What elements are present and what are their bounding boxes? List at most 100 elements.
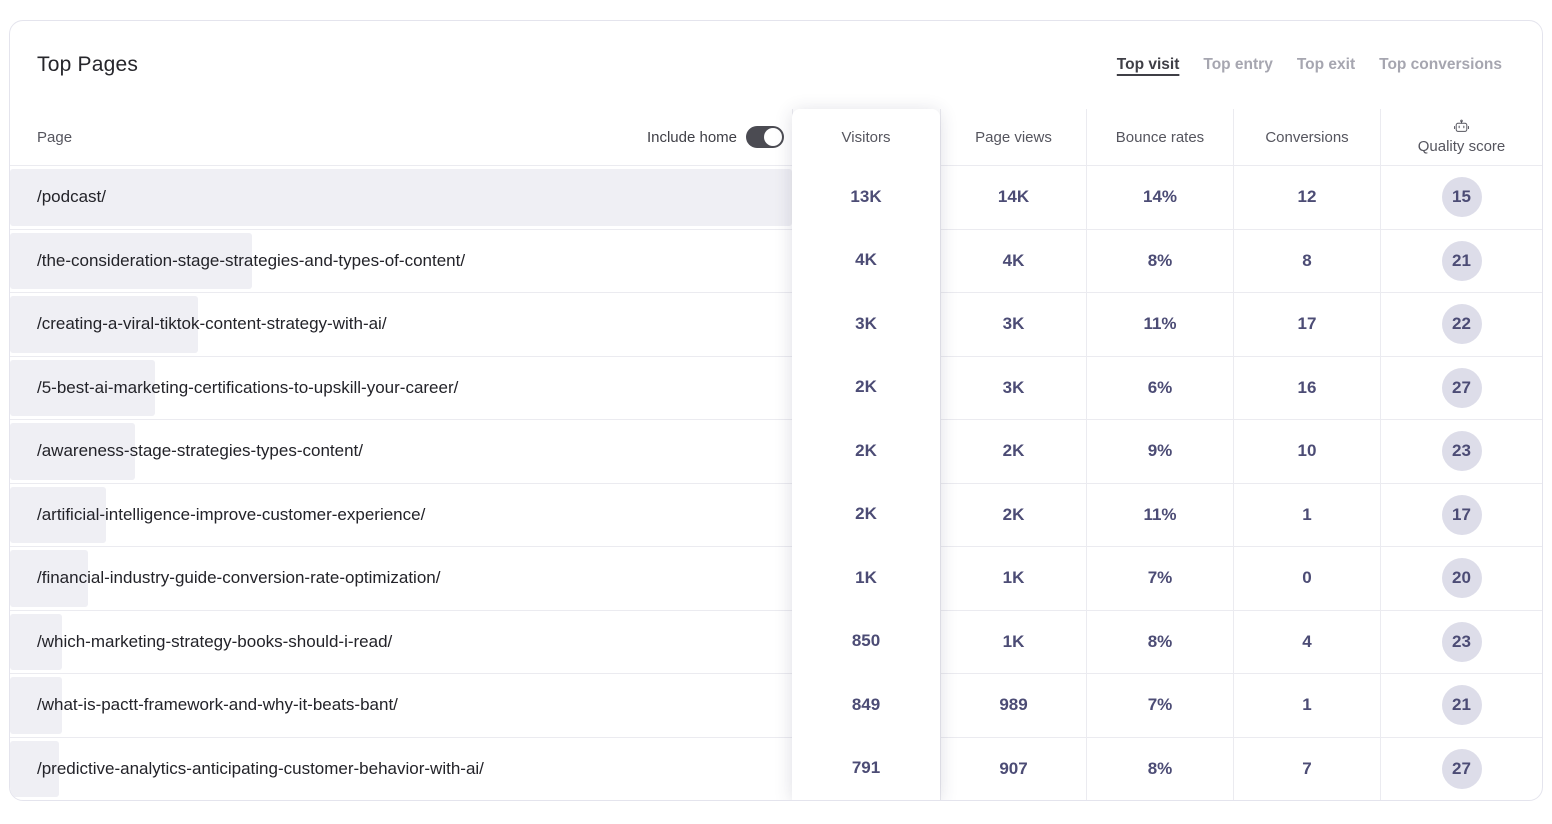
bounce-rate-value: 8% xyxy=(1086,737,1233,800)
table-row[interactable]: /artificial-intelligence-improve-custome… xyxy=(10,482,1542,547)
quality-score-cell: 21 xyxy=(1380,674,1542,737)
report-tabs: Top visit Top entry Top exit Top convers… xyxy=(1117,56,1502,74)
page-cell: /creating-a-viral-tiktok-content-strateg… xyxy=(10,293,792,356)
conversions-value: 1 xyxy=(1233,483,1380,546)
page-path: /the-consideration-stage-strategies-and-… xyxy=(37,250,466,270)
quality-score-badge: 21 xyxy=(1441,240,1482,281)
visitors-bar xyxy=(10,613,63,670)
conversions-value: 12 xyxy=(1233,166,1380,229)
quality-score-cell: 27 xyxy=(1380,737,1542,800)
visitors-bar xyxy=(10,359,155,416)
visitors-bar xyxy=(10,486,107,543)
bounce-rate-value: 8% xyxy=(1086,229,1233,292)
bounce-rate-value: 7% xyxy=(1086,547,1233,610)
visitors-bar xyxy=(10,550,89,607)
conversions-value: 8 xyxy=(1233,229,1380,292)
page-path: /creating-a-viral-tiktok-content-strateg… xyxy=(37,314,387,334)
bounce-rate-value: 14% xyxy=(1086,166,1233,229)
page-cell: /5-best-ai-marketing-certifications-to-u… xyxy=(10,357,792,420)
quality-score-cell: 21 xyxy=(1380,229,1542,292)
bounce-rate-value: 7% xyxy=(1086,674,1233,737)
page-path: /financial-industry-guide-conversion-rat… xyxy=(37,568,441,588)
page-views-value: 2K xyxy=(940,420,1086,483)
visitors-value: 2K xyxy=(855,504,877,524)
conversions-value: 1 xyxy=(1233,674,1380,737)
page-views-value: 989 xyxy=(940,674,1086,737)
quality-score-badge: 15 xyxy=(1441,177,1482,218)
page-path: /awareness-stage-strategies-types-conten… xyxy=(37,441,363,461)
quality-score-cell: 22 xyxy=(1380,293,1542,356)
visitors-bar xyxy=(10,296,198,353)
conversions-value: 10 xyxy=(1233,420,1380,483)
quality-score-badge: 27 xyxy=(1441,367,1482,408)
bounce-rate-value: 6% xyxy=(1086,356,1233,419)
visitors-value: 3K xyxy=(855,313,877,333)
page-views-value: 3K xyxy=(940,293,1086,356)
page-cell: /what-is-pactt-framework-and-why-it-beat… xyxy=(10,674,792,737)
page-views-value: 3K xyxy=(940,356,1086,419)
conversions-value: 7 xyxy=(1233,737,1380,800)
table-row[interactable]: /creating-a-viral-tiktok-content-strateg… xyxy=(10,292,1542,356)
table-row[interactable]: /financial-industry-guide-conversion-rat… xyxy=(10,546,1542,610)
column-header-page-views: Page views xyxy=(940,109,1086,165)
quality-score-cell: 23 xyxy=(1380,420,1542,483)
include-home-toggle[interactable] xyxy=(746,126,784,148)
table-row[interactable]: /predictive-analytics-anticipating-custo… xyxy=(10,736,1542,801)
table-row[interactable]: /the-consideration-stage-strategies-and-… xyxy=(10,228,1542,292)
quality-score-cell: 27 xyxy=(1380,356,1542,419)
quality-score-cell: 17 xyxy=(1380,483,1542,546)
column-header-quality-score: Quality score xyxy=(1380,109,1542,165)
conversions-value: 0 xyxy=(1233,547,1380,610)
table-row[interactable]: /which-marketing-strategy-books-should-i… xyxy=(10,609,1542,674)
page-path: /5-best-ai-marketing-certifications-to-u… xyxy=(37,377,459,397)
table-row[interactable]: /what-is-pactt-framework-and-why-it-beat… xyxy=(10,673,1542,737)
tab-top-visit[interactable]: Top visit xyxy=(1116,56,1180,73)
table-row[interactable]: /podcast/ 14K 14% 12 15 xyxy=(10,165,1542,229)
page-path: /podcast/ xyxy=(37,187,106,207)
page-cell: /financial-industry-guide-conversion-rat… xyxy=(10,547,792,610)
visitors-bar xyxy=(10,169,792,226)
quality-score-cell: 20 xyxy=(1380,547,1542,610)
page-path: /what-is-pactt-framework-and-why-it-beat… xyxy=(37,695,398,715)
page-path: /artificial-intelligence-improve-custome… xyxy=(37,504,426,524)
table-row[interactable]: /awareness-stage-strategies-types-conten… xyxy=(10,419,1542,483)
top-pages-table: Page Include home Page views Bounce rate… xyxy=(10,109,1542,800)
page-views-value: 907 xyxy=(940,737,1086,800)
quality-score-badge: 23 xyxy=(1441,431,1482,472)
quality-score-badge: 21 xyxy=(1441,685,1482,726)
visitors-value: 13K xyxy=(850,186,882,206)
table-header-row: Page Include home Page views Bounce rate… xyxy=(10,109,1542,165)
visitors-values: 13K 4K 3K 2K 2K 2K 1K 850 849 791 xyxy=(792,165,940,800)
column-header-bounce-rates: Bounce rates xyxy=(1086,109,1233,165)
conversions-value: 4 xyxy=(1233,610,1380,673)
card-header: Top Pages Top visit Top entry Top exit T… xyxy=(10,21,1542,109)
tab-top-entry[interactable]: Top entry xyxy=(1203,56,1273,73)
page-views-value: 4K xyxy=(940,229,1086,292)
quality-score-cell: 23 xyxy=(1380,610,1542,673)
visitors-bar xyxy=(10,677,62,734)
visitors-bar xyxy=(10,232,253,289)
column-header-conversions: Conversions xyxy=(1233,109,1380,165)
visitors-bar xyxy=(10,423,136,480)
page-cell: /awareness-stage-strategies-types-conten… xyxy=(10,420,792,483)
page-title: Top Pages xyxy=(37,53,139,76)
visitors-value: 2K xyxy=(855,377,877,397)
visitors-column-overlay: Visitors 13K 4K 3K 2K 2K 2K 1K 850 849 791 xyxy=(792,109,940,800)
column-header-visitors: Visitors xyxy=(841,128,891,146)
page-path: /predictive-analytics-anticipating-custo… xyxy=(37,758,484,778)
table-row[interactable]: /5-best-ai-marketing-certifications-to-u… xyxy=(10,355,1542,420)
page-views-value: 2K xyxy=(940,483,1086,546)
include-home-control: Include home xyxy=(647,126,784,148)
quality-score-cell: 15 xyxy=(1380,166,1542,229)
include-home-label: Include home xyxy=(646,128,737,146)
quality-score-badge: 17 xyxy=(1441,494,1482,535)
page-cell: /predictive-analytics-anticipating-custo… xyxy=(10,738,792,801)
page-cell: /which-marketing-strategy-books-should-i… xyxy=(10,611,792,674)
tab-top-conversions[interactable]: Top conversions xyxy=(1379,56,1502,73)
page-path: /which-marketing-strategy-books-should-i… xyxy=(37,631,393,651)
page-cell: /artificial-intelligence-improve-custome… xyxy=(10,484,792,547)
page-header-cell: Page Include home xyxy=(10,109,792,165)
tab-top-exit[interactable]: Top exit xyxy=(1296,56,1356,73)
page-views-value: 14K xyxy=(940,166,1086,229)
robot-icon xyxy=(1453,119,1470,136)
